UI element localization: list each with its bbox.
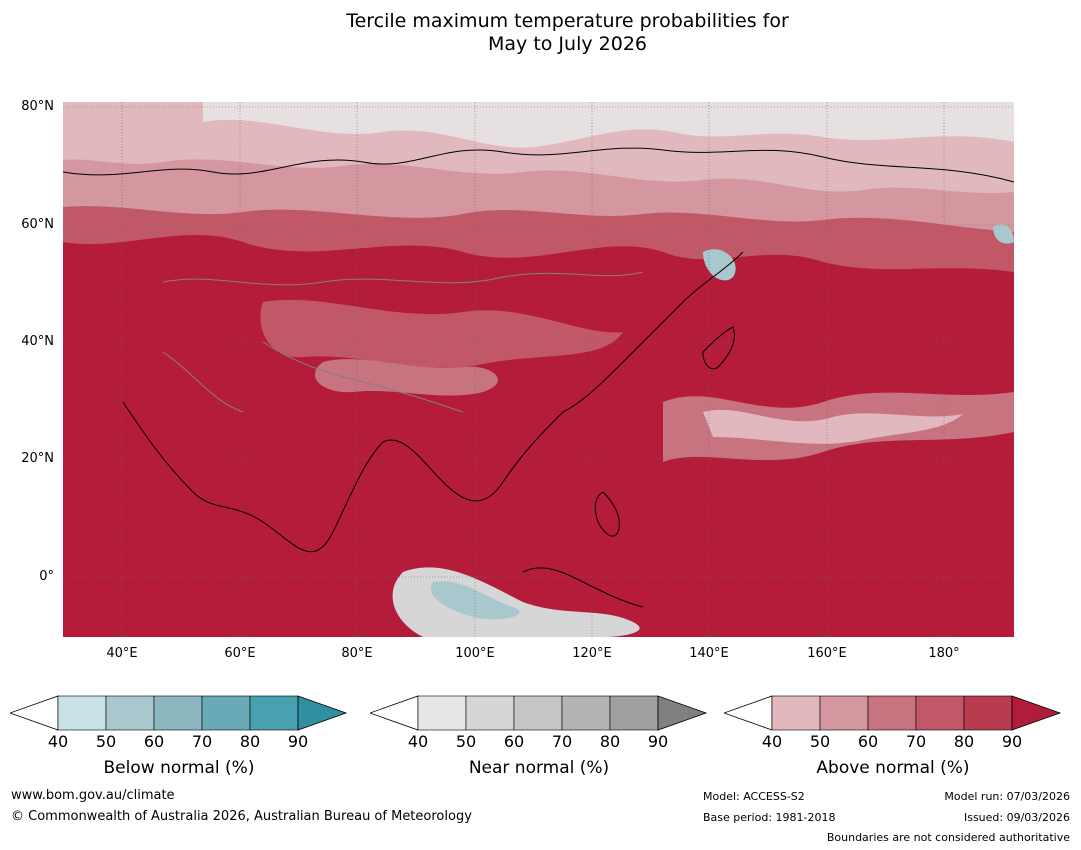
tick-label: 80 — [953, 732, 975, 751]
country-boundaries — [162, 271, 644, 413]
colorbar-segment — [105, 695, 155, 731]
colorbar-segment — [57, 695, 107, 731]
tick-label: 90 — [647, 732, 669, 751]
colorbar-segment — [249, 695, 299, 731]
coastlines — [63, 147, 1014, 608]
lat-label-20n: 20°N — [21, 451, 54, 466]
tick-label: 90 — [1001, 732, 1023, 751]
footer-issued: Issued: 09/03/2026 — [963, 811, 1070, 824]
colorbar-segment — [963, 695, 1013, 731]
lon-label-40e: 40°E — [106, 646, 138, 661]
lon-label-120e: 120°E — [572, 646, 612, 661]
probability-map — [63, 102, 1014, 637]
tick-label: 50 — [455, 732, 477, 751]
tick-label: 60 — [857, 732, 879, 751]
lon-label-60e: 60°E — [224, 646, 256, 661]
colorbar-segment — [513, 695, 563, 731]
colorbar-near-normal — [370, 695, 708, 731]
colorbar-segment — [465, 695, 515, 731]
graticule — [63, 102, 1014, 637]
lon-label-80e: 80°E — [341, 646, 373, 661]
tick-label: 90 — [287, 732, 309, 751]
colorbar-segment — [819, 695, 869, 731]
colorbar-segment — [609, 695, 659, 731]
lat-label-60n: 60°N — [21, 217, 54, 232]
bering-below-normal — [993, 224, 1014, 244]
footer-model-run: Model run: 07/03/2026 — [944, 790, 1070, 803]
footer-base-period: Base period: 1981-2018 — [703, 811, 836, 824]
colorbar-near-normal-label: Near normal (%) — [468, 758, 610, 778]
lon-label-100e: 100°E — [455, 646, 495, 661]
colorbar-extend-arrow — [297, 695, 348, 731]
tick-label: 40 — [761, 732, 783, 751]
tick-label: 70 — [191, 732, 213, 751]
pacific-light — [703, 409, 963, 444]
arctic-near-normal — [203, 102, 1014, 148]
okhotsk-below-normal — [703, 249, 736, 281]
colorbar-segment — [561, 695, 611, 731]
tick-label: 60 — [143, 732, 165, 751]
central-asia-band — [260, 299, 623, 368]
lat-label-40n: 40°N — [21, 334, 54, 349]
colorbar-segment — [867, 695, 917, 731]
footer-disclaimer: Boundaries are not considered authoritat… — [826, 831, 1070, 844]
lat-label-0: 0° — [39, 569, 54, 584]
map-canvas — [63, 102, 1014, 637]
tick-label: 50 — [809, 732, 831, 751]
colorbar-segment — [201, 695, 251, 731]
tick-label: 40 — [407, 732, 429, 751]
colorbar-below-normal-label: Below normal (%) — [103, 758, 255, 778]
colorbar-above-normal — [724, 695, 1062, 731]
footer-model: Model: ACCESS-S2 — [703, 790, 805, 803]
lon-label-160e: 160°E — [807, 646, 847, 661]
colorbar-below-normal — [10, 695, 348, 731]
tibet-band — [314, 359, 498, 396]
lat-label-80n: 80°N — [21, 99, 54, 114]
colorbar-above-normal-label: Above normal (%) — [816, 758, 970, 778]
lon-label-180: 180° — [928, 646, 960, 661]
colorbar-segment — [417, 695, 467, 731]
map-title: Tercile maximum temperature probabilitie… — [0, 10, 1081, 56]
tick-label: 50 — [95, 732, 117, 751]
tick-label: 60 — [503, 732, 525, 751]
colorbar-extend-arrow — [657, 695, 708, 731]
title-line-1: Tercile maximum temperature probabilitie… — [346, 10, 789, 32]
colorbar-segment — [771, 695, 821, 731]
colorbar-segment — [153, 695, 203, 731]
lon-label-140e: 140°E — [689, 646, 729, 661]
footer-website: www.bom.gov.au/climate — [11, 788, 175, 803]
tick-label: 70 — [551, 732, 573, 751]
colorbar-segment — [915, 695, 965, 731]
colorbar-extend-arrow — [1011, 695, 1062, 731]
title-line-2: May to July 2026 — [488, 33, 647, 55]
footer-copyright: © Commonwealth of Australia 2026, Austra… — [11, 809, 472, 824]
tick-label: 80 — [599, 732, 621, 751]
tick-label: 80 — [239, 732, 261, 751]
tick-label: 70 — [905, 732, 927, 751]
tick-label: 40 — [47, 732, 69, 751]
